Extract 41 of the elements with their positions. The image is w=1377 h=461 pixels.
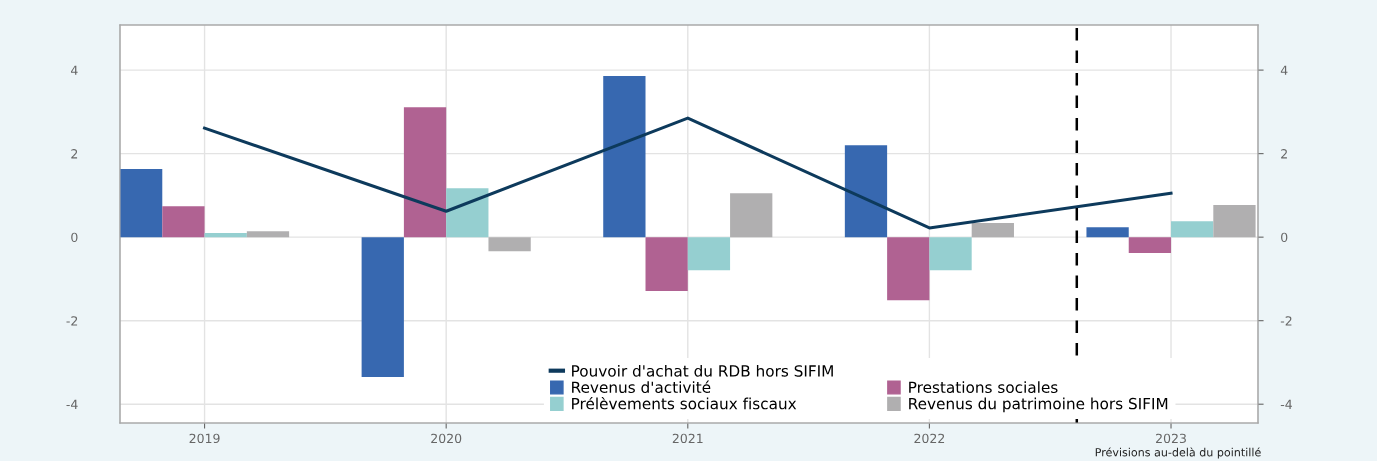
y-tick-label: -2 (66, 316, 78, 326)
bar (1171, 221, 1214, 238)
bar (403, 107, 447, 238)
y2-tick-label: 0 (1281, 232, 1288, 243)
bar (887, 237, 930, 301)
bar (162, 206, 205, 238)
x-tick-label: 2023 (1156, 433, 1186, 444)
x-tick-label: 2019 (189, 433, 220, 444)
bar (929, 237, 972, 271)
bar (1128, 237, 1172, 254)
bar (687, 237, 731, 271)
line-series (203, 116, 1173, 230)
text: Prévisions au-delà du pointillé (1095, 447, 1261, 459)
legend-label: Revenus du patrimoine hors SIFIM (909, 397, 1168, 413)
bar (204, 232, 247, 238)
bar (446, 188, 489, 238)
x-tick-label: 2020 (431, 433, 462, 444)
bar (1086, 227, 1129, 238)
y2-tick-label: -4 (1280, 399, 1292, 409)
bar (844, 145, 888, 238)
bar (246, 231, 290, 238)
bar (361, 237, 404, 378)
bar (730, 193, 773, 238)
legend-label: Prélèvements sociaux fiscaux (572, 396, 797, 410)
legend-label: Revenus d'activité (572, 380, 711, 394)
legend-label: Prestations sociales (909, 381, 1058, 394)
y2-tick-label: 4 (1280, 65, 1288, 75)
x-tick-label: 2021 (672, 433, 703, 444)
bar (120, 169, 163, 238)
bar (971, 222, 1014, 238)
legend-label: Pouvoir d'achat du RDB hors SIFIM (572, 364, 833, 377)
bar (603, 75, 646, 238)
y-tick-label: 2 (71, 149, 78, 159)
y2-tick-label: -2 (1280, 316, 1292, 326)
y-tick-label: 0 (71, 232, 78, 243)
y-tick-label: 4 (70, 65, 78, 75)
x-tick-label: 2022 (914, 433, 945, 444)
y-tick-label: -4 (66, 399, 78, 409)
y2-tick-label: 2 (1281, 149, 1287, 159)
bar (488, 237, 531, 252)
bar (645, 237, 688, 292)
